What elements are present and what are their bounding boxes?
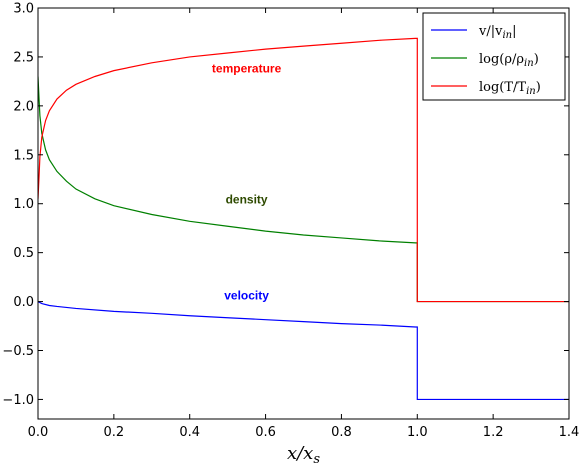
y-tick-label: 2.0: [13, 99, 34, 114]
x-tick-label: 0.8: [331, 425, 352, 440]
x-tick-label: 0.2: [104, 425, 125, 440]
x-tick-label: 0.0: [28, 425, 49, 440]
x-tick-label: 0.4: [179, 425, 200, 440]
plot-area: [38, 37, 569, 401]
legend-label-1: log(ρ/ρin): [479, 52, 539, 69]
axes-frame: [37, 7, 570, 420]
x-tick-label: 1.2: [483, 425, 504, 440]
x-tick-label: 1.0: [407, 425, 428, 440]
y-tick-label: 2.5: [13, 50, 34, 65]
annotation-density: density: [226, 193, 268, 207]
legend-label-0: v/|vin|: [478, 24, 516, 41]
annotations: temperature density velocity: [212, 62, 282, 303]
legend-box: [422, 12, 566, 101]
annotation-temperature: temperature: [212, 62, 282, 76]
legend: v/|vin| log(ρ/ρin) log(T/Tin): [422, 12, 566, 101]
x-axis-label: x/xs: [287, 443, 320, 466]
y-tick-label: 1.5: [13, 148, 34, 163]
axis-ticks: 0.0 0.2 0.4 0.6 0.8 1.0 1.2 1.4 −1.0 −0.5 0.0 0.5 1.…: [2, 2, 579, 441]
y-tick-label: 0.0: [13, 295, 34, 310]
annotation-velocity: velocity: [224, 289, 269, 303]
y-tick-label: 1.0: [13, 197, 34, 212]
series-line-2: [38, 37, 569, 303]
legend-label-2: log(T/Tin): [479, 80, 541, 97]
series-line-0: [38, 301, 569, 401]
x-tick-label: 0.6: [255, 425, 276, 440]
y-tick-label: −0.5: [2, 344, 34, 359]
y-tick-label: 3.0: [13, 2, 34, 17]
x-tick-label: 1.4: [559, 425, 580, 440]
y-tick-label: −1.0: [2, 393, 34, 408]
y-tick-label: 0.5: [13, 246, 34, 261]
series-line-1: [38, 76, 569, 303]
